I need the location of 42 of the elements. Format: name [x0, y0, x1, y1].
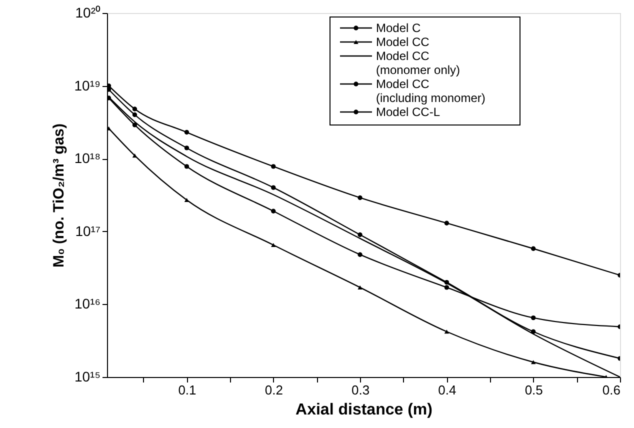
point	[358, 285, 362, 290]
point	[132, 106, 138, 112]
point	[184, 164, 190, 169]
point	[184, 130, 190, 135]
point	[531, 246, 536, 251]
point	[531, 329, 536, 334]
x-tick-label: 0.4	[438, 382, 456, 398]
point	[358, 232, 362, 238]
x-tick-label: 0.5	[524, 382, 543, 398]
point	[531, 315, 536, 320]
point	[358, 252, 362, 257]
point	[444, 285, 450, 290]
x-axis-title: Axial distance (m)	[296, 402, 432, 418]
point	[444, 330, 450, 334]
x-tick-label: 0.6	[602, 382, 620, 398]
point	[271, 242, 276, 248]
legend-label: Model CC (monomer only)	[376, 49, 460, 77]
point	[358, 195, 362, 200]
y-tick-label: 10²⁰	[75, 4, 100, 20]
legend-label: Model CC-L	[376, 105, 440, 119]
y-tick-label: 10¹⁸	[74, 150, 101, 166]
point	[271, 164, 276, 169]
point	[271, 208, 276, 214]
y-axis-title: M₀ (no. TiO₂/m³ gas)	[50, 124, 68, 268]
point	[132, 112, 138, 118]
point	[531, 360, 536, 364]
legend-label: Model CC (including monomer)	[376, 77, 486, 105]
x-tick-label: 0.1	[178, 382, 196, 398]
y-tick-label: 10¹⁷	[75, 222, 100, 239]
y-tick-label: 10¹⁶	[74, 296, 100, 312]
point	[444, 280, 450, 285]
legend-label: Model C	[376, 21, 422, 35]
point	[184, 146, 190, 150]
legend-label: Model CC	[376, 35, 430, 49]
y-tick-label: 10¹⁹	[74, 77, 100, 94]
x-tick-label: 0.2	[264, 382, 283, 398]
point	[132, 122, 138, 128]
y-tick-label: 10¹⁵	[74, 368, 100, 384]
point	[132, 154, 138, 158]
point	[444, 220, 450, 226]
point	[271, 185, 276, 190]
x-tick-label: 0.3	[351, 382, 370, 398]
